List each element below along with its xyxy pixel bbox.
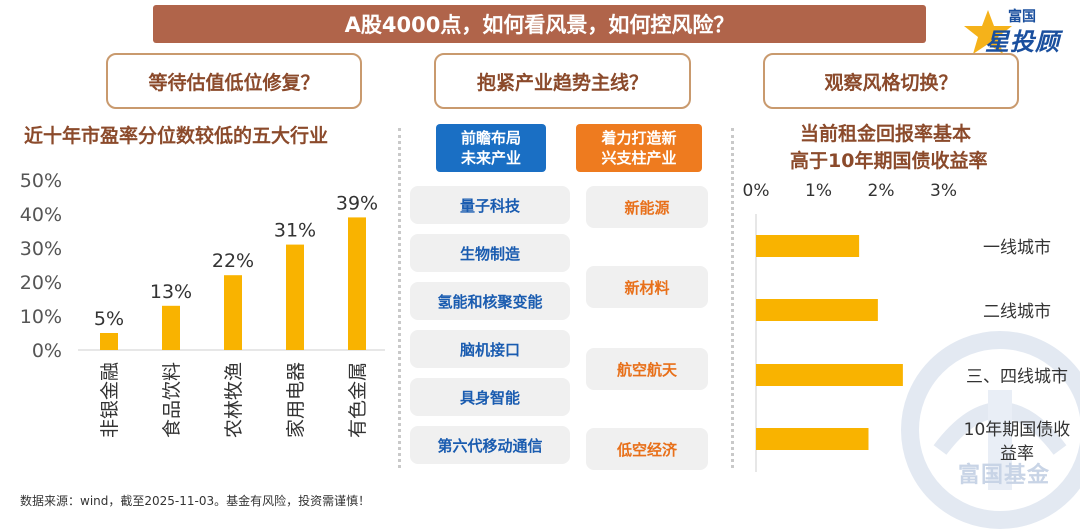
logo-top-text: 富国	[1008, 9, 1036, 25]
category-label: 二线城市	[983, 302, 1051, 322]
emerging-item-low-altitude: 低空经济	[586, 428, 708, 470]
y-tick-label: 10%	[20, 306, 62, 328]
bar	[756, 235, 860, 257]
right-subtitle-line2: 高于10年期国债收益率	[790, 150, 988, 172]
future-industry-header: 前瞻布局 未来产业	[436, 124, 546, 172]
future-item-quantum: 量子科技	[410, 186, 570, 224]
category-label-group: 非银金融	[99, 362, 121, 438]
left-subtitle: 近十年市盈率分位数较低的五大行业	[24, 125, 329, 147]
category-label: 10年期国债收	[964, 420, 1071, 440]
y-tick-label: 50%	[20, 170, 62, 192]
question-valuation: 等待估值低位修复？	[106, 53, 362, 109]
pe-percentile-bar-chart: 0% 10% 20% 30% 40% 50% 5% 非银金融 13% 食品饮料 22% 农林牧渔 31%…	[20, 170, 385, 438]
category-label: 食品饮料	[161, 362, 183, 438]
x-tick-label: 2%	[868, 181, 895, 201]
category-label: 农林牧渔	[223, 362, 245, 438]
y-tick-label: 40%	[20, 204, 62, 226]
page-title: A股4000点，如何看风景，如何控风险？	[153, 5, 926, 43]
x-tick-label: 1%	[805, 181, 832, 201]
category-label-group: 家用电器	[285, 362, 307, 438]
bar	[348, 217, 366, 350]
question-style-switch: 观察风格切换？	[763, 53, 1019, 109]
data-label: 31%	[274, 220, 316, 242]
bar	[756, 299, 878, 321]
data-source-note: 数据来源：wind，截至2025-11-03。基金有风险，投资需谨慎！	[20, 494, 371, 508]
x-tick-label: 3%	[930, 181, 957, 201]
category-label-group: 有色金属	[347, 362, 369, 438]
data-label: 13%	[150, 281, 192, 303]
emerging-item-aerospace: 航空航天	[586, 348, 708, 390]
data-label: 22%	[212, 250, 254, 272]
category-label: 非银金融	[99, 362, 121, 438]
category-label-group: 农林牧渔	[223, 362, 245, 438]
y-tick-label: 30%	[20, 238, 62, 260]
emerging-item-new-energy: 新能源	[586, 186, 708, 228]
bar	[100, 333, 118, 350]
emerging-item-new-materials: 新材料	[586, 266, 708, 308]
category-label-group: 食品饮料	[161, 362, 183, 438]
y-tick-label: 0%	[32, 340, 62, 362]
x-tick-label: 0%	[743, 181, 770, 201]
future-item-biomanufacturing: 生物制造	[410, 234, 570, 272]
future-item-brain-computer: 脑机接口	[410, 330, 570, 368]
category-label: 家用电器	[285, 362, 307, 438]
logo-main-text: 星投顾	[985, 28, 1060, 56]
bar	[756, 364, 903, 386]
emerging-industry-header: 着力打造新 兴支柱产业	[576, 124, 702, 172]
logo-star-icon	[964, 10, 1012, 54]
future-item-embodied-ai: 具身智能	[410, 378, 570, 416]
data-label: 5%	[94, 308, 124, 330]
divider-right	[731, 128, 734, 468]
divider-left	[398, 128, 401, 468]
watermark-logo-icon	[901, 331, 1080, 529]
bar	[756, 428, 869, 450]
category-label: 三、四线城市	[966, 367, 1068, 387]
future-item-6g: 第六代移动通信	[410, 426, 570, 464]
future-item-hydrogen-fusion: 氢能和核聚变能	[410, 282, 570, 320]
data-label: 39%	[336, 192, 378, 214]
right-subtitle-line1: 当前租金回报率基本	[800, 123, 972, 145]
bar	[286, 244, 304, 350]
question-industry-trend: 抱紧产业趋势主线？	[434, 53, 691, 109]
category-label: 一线城市	[983, 238, 1051, 258]
category-label: 益率	[1000, 444, 1034, 464]
watermark-text: 富国基金	[958, 463, 1051, 488]
category-label: 有色金属	[347, 362, 369, 438]
y-tick-label: 20%	[20, 272, 62, 294]
bar	[162, 305, 180, 350]
bar	[224, 275, 242, 350]
